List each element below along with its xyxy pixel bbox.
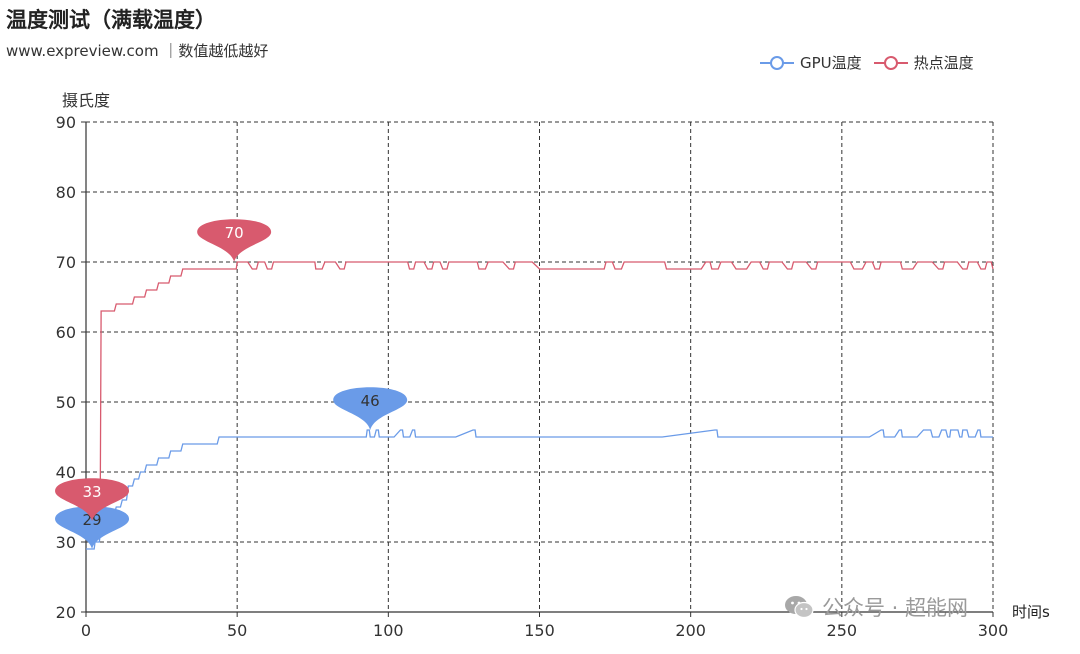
x-tick-label: 250 bbox=[827, 621, 858, 640]
x-tick-label: 300 bbox=[978, 621, 1009, 640]
legend-hotspot-label: 热点温度 bbox=[913, 54, 974, 72]
marker-pin bbox=[55, 506, 130, 549]
y-axis-title: 摄氏度 bbox=[62, 91, 110, 110]
y-tick-label: 80 bbox=[56, 183, 76, 202]
x-tick-label: 100 bbox=[373, 621, 404, 640]
legend-hotspot-line-icon bbox=[873, 55, 908, 70]
legend-item-gpu[interactable]: GPU温度 bbox=[760, 52, 862, 73]
legend-item-hotspot[interactable]: 热点温度 bbox=[873, 52, 974, 73]
y-tick-label: 60 bbox=[56, 323, 76, 342]
legend-gpu-line-icon bbox=[760, 55, 794, 70]
marker-label: 46 bbox=[361, 392, 380, 410]
series-line-0 bbox=[86, 429, 993, 550]
x-tick-label: 50 bbox=[227, 621, 247, 640]
x-tick-label: 200 bbox=[675, 621, 706, 640]
y-tick-label: 30 bbox=[56, 533, 76, 552]
marker-pin bbox=[333, 387, 408, 430]
legend: GPU温度 热点温度 bbox=[760, 52, 974, 73]
watermark-text: 公众号 · 超能网 bbox=[822, 596, 969, 620]
chart-subtitle: www.expreview.com ｜数值越低越好 bbox=[6, 42, 269, 60]
x-tick-label: 0 bbox=[81, 621, 91, 640]
y-tick-label: 40 bbox=[56, 463, 76, 482]
x-axis-title: 时间s bbox=[1012, 603, 1050, 621]
chart-title: 温度测试（满载温度） bbox=[6, 8, 216, 32]
y-tick-label: 70 bbox=[56, 253, 76, 272]
marker-label: 70 bbox=[225, 224, 244, 242]
marker-pin bbox=[197, 219, 272, 262]
wechat-icon bbox=[785, 596, 814, 619]
x-tick-label: 150 bbox=[524, 621, 555, 640]
marker-pin bbox=[55, 478, 130, 521]
legend-gpu-label: GPU温度 bbox=[800, 54, 862, 72]
y-tick-label: 50 bbox=[56, 393, 76, 412]
y-tick-label: 90 bbox=[56, 113, 76, 132]
marker-label: 33 bbox=[82, 483, 101, 501]
y-tick-label: 20 bbox=[56, 603, 76, 622]
watermark: 公众号 · 超能网 bbox=[784, 592, 968, 622]
series-line-1 bbox=[86, 261, 994, 522]
